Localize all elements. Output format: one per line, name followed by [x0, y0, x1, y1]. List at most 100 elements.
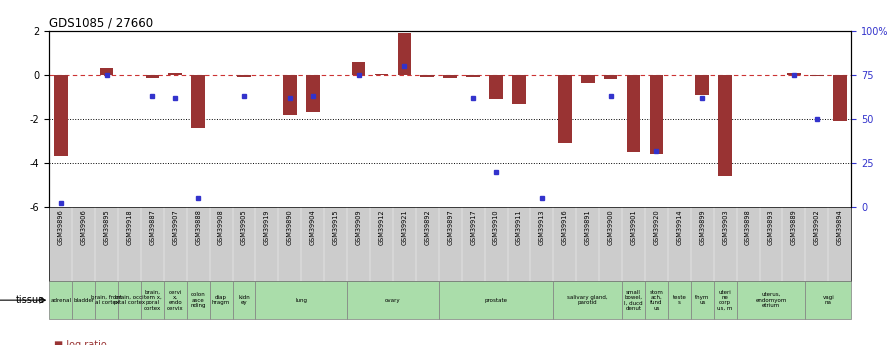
- Text: kidn
ey: kidn ey: [238, 295, 250, 305]
- Text: GSM39901: GSM39901: [631, 209, 636, 245]
- Bar: [283, 75, 297, 115]
- Text: brain,
tem x,
poral
cortex: brain, tem x, poral cortex: [143, 289, 161, 311]
- Text: GDS1085 / 27660: GDS1085 / 27660: [49, 17, 153, 30]
- Bar: [719, 75, 732, 176]
- Bar: [489, 75, 503, 99]
- Text: tissue: tissue: [15, 295, 45, 305]
- Bar: [737, 281, 806, 319]
- Bar: [604, 75, 617, 79]
- Bar: [255, 281, 347, 319]
- Bar: [558, 75, 572, 143]
- Text: diap
hragm: diap hragm: [212, 295, 230, 305]
- Text: GSM39890: GSM39890: [287, 209, 293, 245]
- Bar: [192, 75, 205, 128]
- Bar: [73, 281, 95, 319]
- Bar: [49, 281, 73, 319]
- Text: GSM39915: GSM39915: [332, 209, 339, 245]
- Text: ■ log ratio: ■ log ratio: [54, 340, 107, 345]
- Text: GSM39916: GSM39916: [562, 209, 568, 245]
- Text: GSM39889: GSM39889: [791, 209, 797, 245]
- Text: GSM39902: GSM39902: [814, 209, 820, 245]
- Text: GSM39919: GSM39919: [264, 209, 270, 245]
- Bar: [347, 281, 439, 319]
- Text: GSM39913: GSM39913: [538, 209, 545, 245]
- Bar: [99, 68, 114, 75]
- Text: GSM39907: GSM39907: [172, 209, 178, 245]
- Bar: [439, 281, 554, 319]
- Bar: [513, 75, 526, 103]
- Bar: [118, 281, 141, 319]
- Text: GSM39917: GSM39917: [470, 209, 476, 245]
- Bar: [806, 281, 851, 319]
- Bar: [833, 75, 847, 121]
- Bar: [691, 281, 714, 319]
- Bar: [554, 281, 622, 319]
- Text: GSM39914: GSM39914: [676, 209, 683, 245]
- Bar: [186, 281, 210, 319]
- Bar: [145, 75, 159, 78]
- Text: brain, front
al cortex: brain, front al cortex: [91, 295, 122, 305]
- Bar: [444, 75, 457, 78]
- Bar: [398, 33, 411, 75]
- Text: GSM39897: GSM39897: [447, 209, 453, 245]
- Text: GSM39905: GSM39905: [241, 209, 247, 245]
- Bar: [233, 281, 255, 319]
- Text: bladder: bladder: [73, 298, 94, 303]
- Text: GSM39910: GSM39910: [493, 209, 499, 245]
- Text: GSM39892: GSM39892: [425, 209, 430, 245]
- Text: vagi
na: vagi na: [823, 295, 834, 305]
- Bar: [581, 75, 595, 83]
- Text: uteri
ne
corp
us, m: uteri ne corp us, m: [718, 289, 733, 311]
- Bar: [622, 281, 645, 319]
- Bar: [650, 75, 663, 154]
- Text: GSM39896: GSM39896: [57, 209, 64, 245]
- Text: ovary: ovary: [385, 298, 401, 303]
- Text: GSM39898: GSM39898: [745, 209, 751, 245]
- Text: GSM39921: GSM39921: [401, 209, 408, 245]
- Bar: [645, 281, 668, 319]
- Bar: [420, 75, 435, 77]
- Bar: [714, 281, 737, 319]
- Text: colon
asce
nding: colon asce nding: [191, 292, 206, 308]
- Bar: [695, 75, 709, 95]
- Text: salivary gland,
parotid: salivary gland, parotid: [567, 295, 608, 305]
- Bar: [168, 73, 182, 75]
- Text: GSM39894: GSM39894: [837, 209, 843, 245]
- Bar: [210, 281, 233, 319]
- Text: GSM39906: GSM39906: [81, 209, 87, 245]
- Bar: [141, 281, 164, 319]
- Text: thym
us: thym us: [695, 295, 710, 305]
- Text: lung: lung: [296, 298, 307, 303]
- Text: teste
s: teste s: [672, 295, 686, 305]
- Text: GSM39895: GSM39895: [104, 209, 109, 245]
- Bar: [375, 74, 388, 75]
- Bar: [237, 75, 251, 77]
- Text: GSM39888: GSM39888: [195, 209, 202, 245]
- Text: prostate: prostate: [485, 298, 507, 303]
- Text: GSM39920: GSM39920: [653, 209, 659, 245]
- Bar: [466, 75, 480, 77]
- Bar: [668, 281, 691, 319]
- Text: adrenal: adrenal: [50, 298, 72, 303]
- Text: GSM39912: GSM39912: [378, 209, 384, 245]
- Text: GSM39887: GSM39887: [150, 209, 155, 245]
- Text: GSM39918: GSM39918: [126, 209, 133, 245]
- Text: GSM39908: GSM39908: [218, 209, 224, 245]
- Text: stom
ach,
fund
us: stom ach, fund us: [650, 289, 663, 311]
- Bar: [626, 75, 641, 152]
- Text: GSM39911: GSM39911: [516, 209, 522, 245]
- Text: GSM39891: GSM39891: [585, 209, 590, 245]
- Bar: [306, 75, 320, 112]
- Text: GSM39909: GSM39909: [356, 209, 362, 245]
- Bar: [352, 62, 366, 75]
- Text: uterus,
endomyom
etrium: uterus, endomyom etrium: [755, 292, 787, 308]
- Text: GSM39899: GSM39899: [699, 209, 705, 245]
- Bar: [164, 281, 186, 319]
- Text: brain, occi
pital cortex: brain, occi pital cortex: [114, 295, 145, 305]
- Text: small
bowel,
I, ducd
denut: small bowel, I, ducd denut: [625, 289, 642, 311]
- Bar: [810, 75, 823, 76]
- Bar: [95, 281, 118, 319]
- Text: GSM39903: GSM39903: [722, 209, 728, 245]
- Text: GSM39900: GSM39900: [607, 209, 614, 245]
- Bar: [787, 73, 801, 75]
